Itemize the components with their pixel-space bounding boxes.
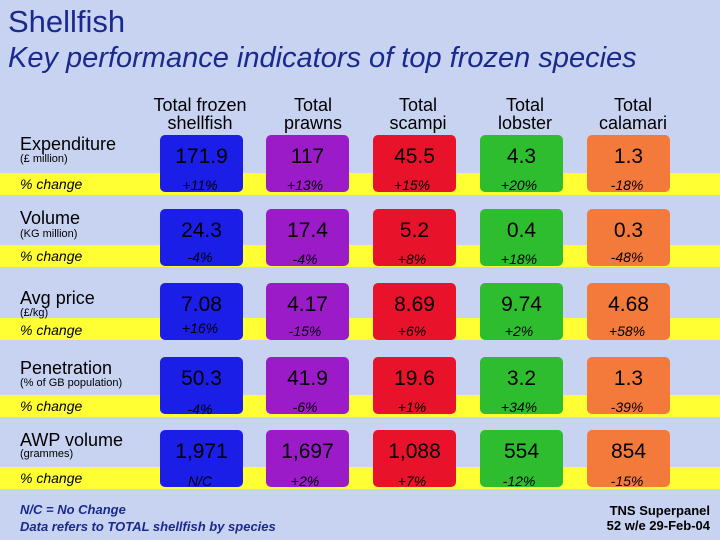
change-value: +7% (397, 473, 427, 489)
column-header-scampi: Total scampi (363, 96, 473, 132)
column-header-line2: lobster (497, 113, 553, 133)
change-value: -4% (292, 251, 318, 267)
value-box: 554 (480, 430, 563, 487)
column-header-line2: calamari (598, 113, 668, 133)
change-value: +34% (500, 399, 538, 415)
row-unit: (% of GB population) (20, 377, 123, 389)
value-box: 9.74 (480, 283, 563, 340)
change-value: +2% (504, 323, 534, 339)
column-header-line1: Total frozen (153, 95, 247, 115)
change-value: N/C (187, 473, 213, 489)
source-note: TNS Superpanel 52 w/e 29-Feb-04 (607, 503, 710, 533)
change-value: -12% (502, 473, 536, 489)
change-label: % change (20, 176, 83, 192)
change-value: -15% (288, 323, 322, 339)
source-line2: 52 w/e 29-Feb-04 (606, 518, 710, 533)
column-header-prawns: Total prawns (258, 96, 368, 132)
row-unit: (£/kg) (20, 307, 49, 319)
change-value: -4% (187, 401, 213, 417)
value-box: 4.3 (480, 135, 563, 192)
column-header-lobster: Total lobster (470, 96, 580, 132)
value-box: 19.6 (373, 357, 456, 414)
column-header-line2: prawns (283, 113, 343, 133)
column-header-line1: Total (505, 95, 545, 115)
value-box: 7.08 (160, 283, 243, 340)
row-label-volume: Volume (20, 208, 81, 228)
value-box: 17.4 (266, 209, 349, 266)
value-box: 1,088 (373, 430, 456, 487)
row-unit: (£ million) (20, 153, 68, 165)
footnote-data: Data refers to TOTAL shellfish by specie… (20, 519, 276, 534)
change-value: -48% (610, 249, 644, 265)
value-box: 50.3 (160, 357, 243, 414)
source-line1: TNS Superpanel (609, 503, 710, 518)
row-label-awp-volume: AWP volume (20, 430, 124, 450)
change-value: +15% (393, 177, 431, 193)
change-label: % change (20, 398, 83, 414)
value-box: 4.68 (587, 283, 670, 340)
value-box: 171.9 (160, 135, 243, 192)
column-header-line1: Total (293, 95, 333, 115)
change-value: -39% (610, 399, 644, 415)
change-value: +1% (397, 399, 427, 415)
change-value: +2% (290, 473, 320, 489)
change-value: -4% (187, 249, 213, 265)
value-box: 24.3 (160, 209, 243, 266)
value-box: 0.4 (480, 209, 563, 266)
value-box: 3.2 (480, 357, 563, 414)
value-box: 4.17 (266, 283, 349, 340)
column-header-line2: scampi (389, 113, 447, 133)
change-label: % change (20, 248, 83, 264)
value-box: 0.3 (587, 209, 670, 266)
value-box: 8.69 (373, 283, 456, 340)
column-header-line1: Total (398, 95, 438, 115)
column-header-line2: shellfish (167, 113, 233, 133)
change-value: -18% (610, 177, 644, 193)
value-box: 1,971 (160, 430, 243, 487)
row-label-avg-price: Avg price (20, 288, 95, 308)
value-box: 1,697 (266, 430, 349, 487)
change-value: +13% (286, 177, 324, 193)
value-box: 1.3 (587, 357, 670, 414)
value-box: 1.3 (587, 135, 670, 192)
column-header-calamari: Total calamari (578, 96, 688, 132)
value-box: 5.2 (373, 209, 456, 266)
footnote-nc: N/C = No Change (20, 502, 126, 517)
change-value: -15% (610, 473, 644, 489)
row-unit: (KG million) (20, 228, 78, 240)
change-value: +18% (500, 251, 538, 267)
change-value: +8% (397, 251, 427, 267)
change-value: +16% (181, 320, 219, 336)
value-box: 41.9 (266, 357, 349, 414)
change-value: +6% (397, 323, 427, 339)
change-value: +20% (500, 177, 538, 193)
change-value: +58% (608, 323, 646, 339)
value-box: 117 (266, 135, 349, 192)
change-label: % change (20, 470, 83, 486)
value-box: 854 (587, 430, 670, 487)
row-label-penetration: Penetration (20, 358, 113, 378)
column-header-frozen-shellfish: Total frozen shellfish (145, 96, 255, 132)
row-unit: (grammes) (20, 448, 74, 460)
column-header-line1: Total (613, 95, 653, 115)
change-value: -6% (292, 399, 318, 415)
slide-subtitle: Key performance indicators of top frozen… (8, 42, 637, 74)
slide-title: Shellfish (8, 4, 126, 39)
value-box: 45.5 (373, 135, 456, 192)
change-label: % change (20, 322, 83, 338)
change-value: +11% (182, 177, 218, 193)
row-label-expenditure: Expenditure (20, 134, 117, 154)
